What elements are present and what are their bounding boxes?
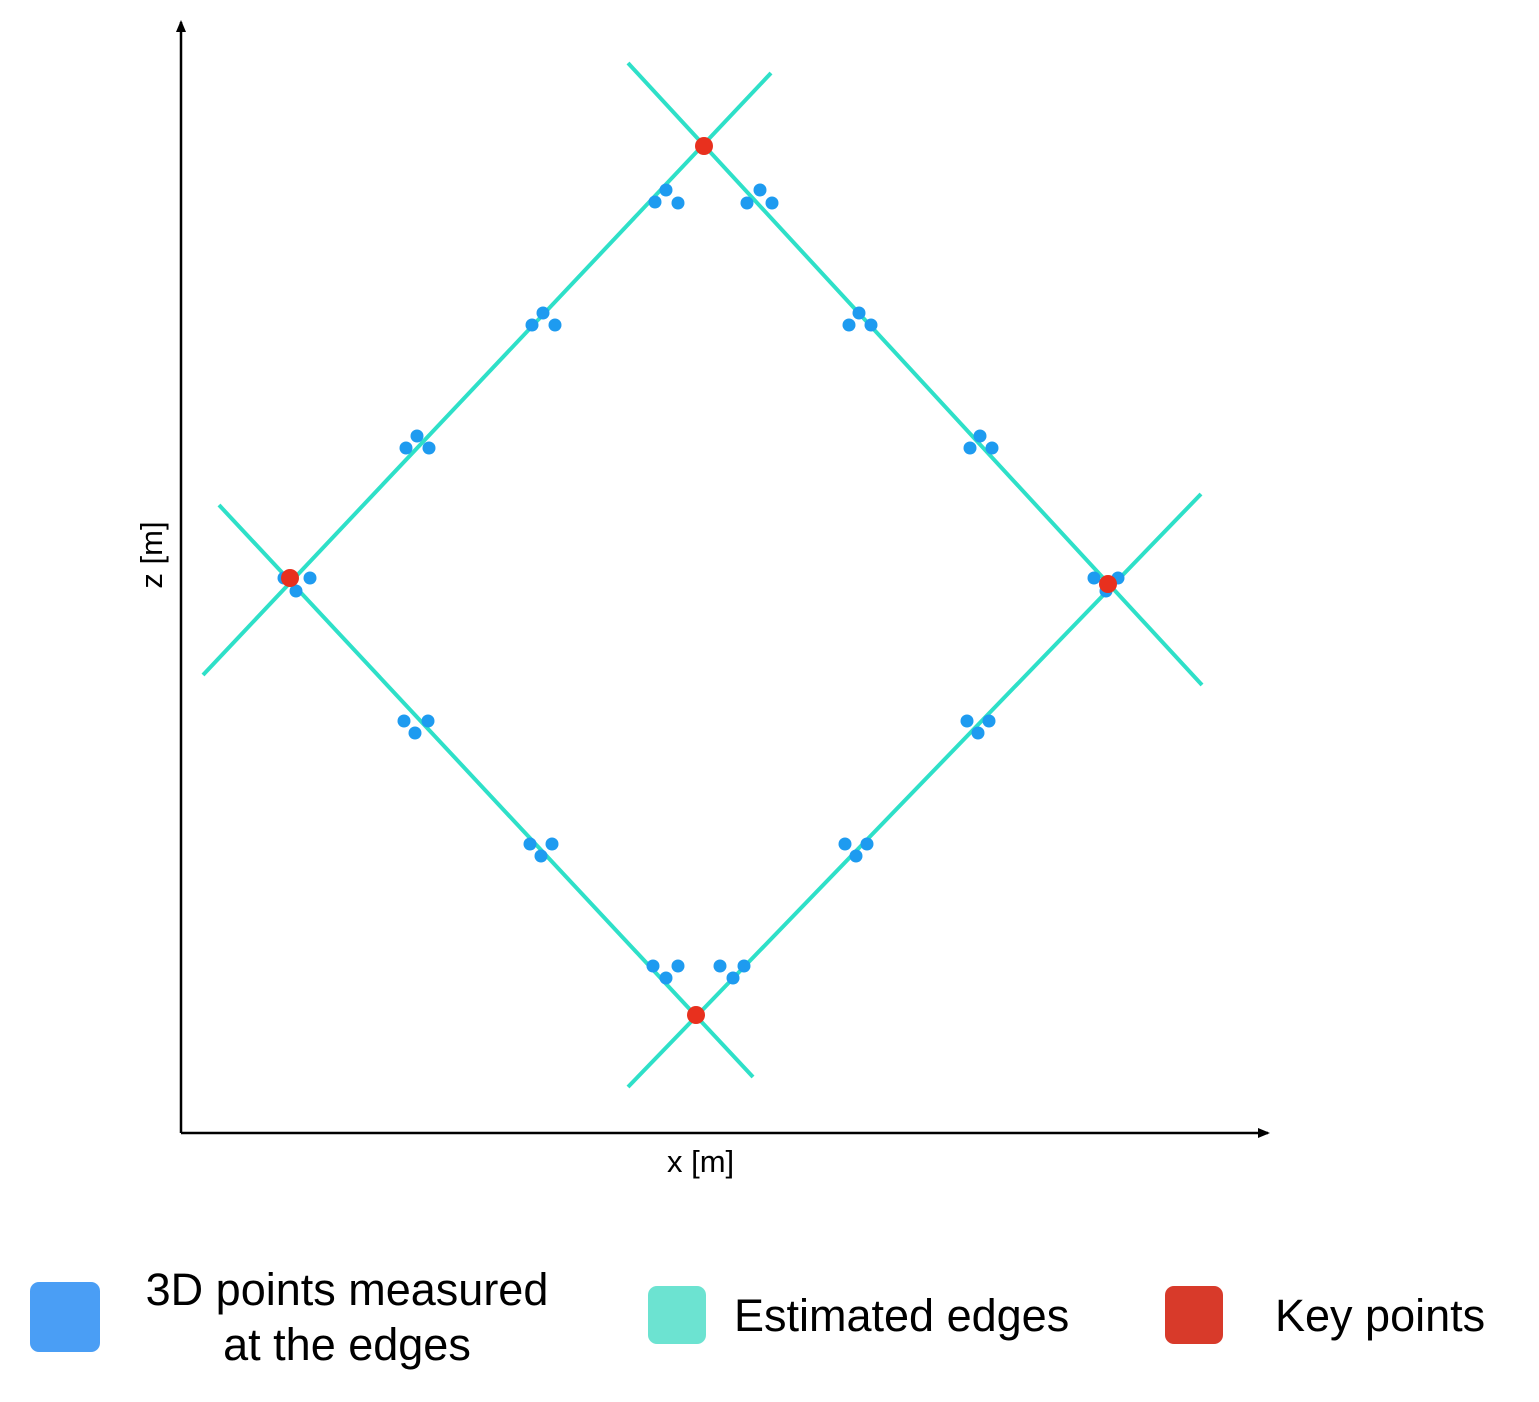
measured-point xyxy=(740,196,754,210)
measured-point xyxy=(726,971,740,985)
measured-point xyxy=(982,714,996,728)
key-point xyxy=(687,1006,705,1024)
legend-measured-label: 3D points measured at the edges xyxy=(112,1262,582,1372)
measured-point xyxy=(303,571,317,585)
legend-measured-line1: 3D points measured xyxy=(145,1264,549,1315)
measured-point xyxy=(408,726,422,740)
measured-point xyxy=(860,837,874,851)
measured-point xyxy=(1087,571,1101,585)
measured-point xyxy=(852,306,866,320)
key-point xyxy=(1099,575,1117,593)
measured-point xyxy=(864,318,878,332)
measured-point xyxy=(842,318,856,332)
legend-key-swatch xyxy=(1165,1286,1223,1344)
measured-points xyxy=(277,183,1125,985)
legend-edges-swatch xyxy=(648,1286,706,1344)
measured-point xyxy=(534,849,548,863)
measured-point xyxy=(397,714,411,728)
measured-point xyxy=(671,959,685,973)
measured-point xyxy=(765,196,779,210)
legend-key-label: Key points xyxy=(1275,1289,1486,1341)
measured-point xyxy=(838,837,852,851)
measured-point xyxy=(973,429,987,443)
measured-point xyxy=(646,959,660,973)
measured-point xyxy=(963,441,977,455)
diagram-canvas xyxy=(176,20,1270,1138)
legend-measured-line2: at the edges xyxy=(223,1319,471,1370)
key-point xyxy=(695,137,713,155)
measured-point xyxy=(399,441,413,455)
x-axis-label: x [m] xyxy=(667,1144,735,1179)
measured-point xyxy=(659,183,673,197)
measured-point xyxy=(523,837,537,851)
legend-key-points: Key points xyxy=(1165,1286,1485,1344)
measured-point xyxy=(971,726,985,740)
measured-point xyxy=(713,959,727,973)
measured-point xyxy=(548,318,562,332)
measured-point xyxy=(737,959,751,973)
key-points xyxy=(281,137,1117,1024)
measured-point xyxy=(849,849,863,863)
key-point xyxy=(281,569,299,587)
legend-edges-label: Estimated edges xyxy=(734,1289,1070,1341)
measured-point xyxy=(753,183,767,197)
legend-estimated-edges: Estimated edges xyxy=(648,1286,1069,1344)
measured-point xyxy=(525,318,539,332)
legend-measured-swatch xyxy=(30,1282,100,1352)
measured-point xyxy=(421,714,435,728)
measured-point xyxy=(410,429,424,443)
estimated-edges xyxy=(201,61,1204,1089)
measured-point xyxy=(659,971,673,985)
measured-point xyxy=(960,714,974,728)
measured-point xyxy=(422,441,436,455)
measured-point xyxy=(985,441,999,455)
measured-point xyxy=(648,195,662,209)
edge-line-1 xyxy=(626,61,1204,687)
measured-point xyxy=(545,837,559,851)
measured-point xyxy=(671,196,685,210)
measured-point xyxy=(289,584,303,598)
measured-point xyxy=(536,306,550,320)
legend-measured-points: 3D points measured at the edges xyxy=(30,1262,582,1372)
z-axis-label: z [m] xyxy=(134,521,169,589)
